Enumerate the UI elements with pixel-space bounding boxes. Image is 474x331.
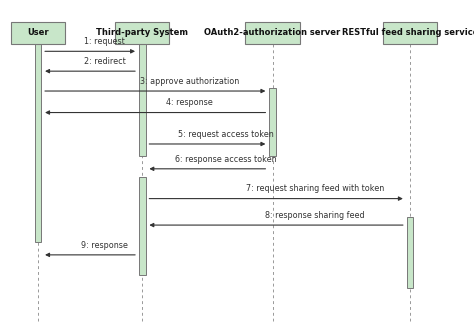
Text: 7: request sharing feed with token: 7: request sharing feed with token [246, 184, 384, 193]
Bar [246, 22, 300, 44]
Bar [115, 22, 169, 44]
Text: 2: redirect: 2: redirect [83, 57, 125, 66]
Text: 5: request access token: 5: request access token [178, 130, 273, 139]
Text: 6: response access token: 6: response access token [175, 155, 276, 164]
Text: Third-party System: Third-party System [96, 28, 188, 37]
Text: User: User [27, 28, 49, 37]
Bar [383, 22, 437, 44]
Bar [10, 22, 65, 44]
Text: 4: response: 4: response [166, 98, 212, 107]
Bar [139, 177, 146, 275]
Text: 9: response: 9: response [81, 241, 128, 250]
Text: OAuth2-authorization server: OAuth2-authorization server [204, 28, 341, 37]
Bar [269, 88, 276, 156]
Text: 1: request: 1: request [84, 37, 125, 46]
Bar [35, 40, 41, 242]
Bar [139, 40, 146, 156]
Text: 8: response sharing feed: 8: response sharing feed [265, 211, 365, 220]
Bar [407, 217, 413, 288]
Text: RESTful feed sharing service: RESTful feed sharing service [342, 28, 474, 37]
Text: 3: approve authorization: 3: approve authorization [139, 77, 239, 86]
